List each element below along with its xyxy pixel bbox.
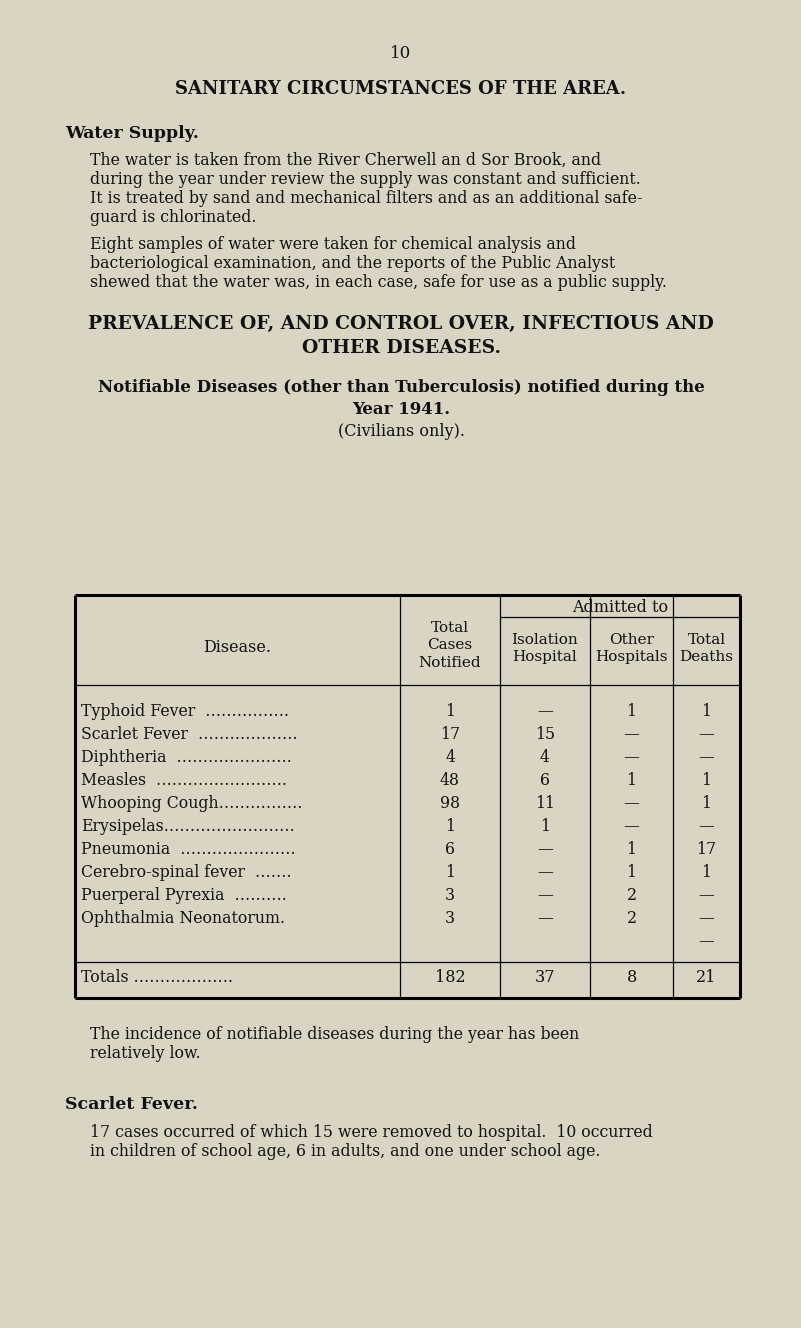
Text: SANITARY CIRCUMSTANCES OF THE AREA.: SANITARY CIRCUMSTANCES OF THE AREA. [175, 80, 626, 98]
Text: Measles  …………………….: Measles ……………………. [81, 772, 287, 789]
Text: 2: 2 [626, 910, 637, 927]
Text: The water is taken from the River Cherwell an d Sor Brook, and: The water is taken from the River Cherwe… [90, 151, 601, 169]
Text: —: — [698, 934, 714, 950]
Text: relatively low.: relatively low. [90, 1045, 200, 1062]
Text: 2: 2 [626, 887, 637, 904]
Text: 1: 1 [626, 865, 637, 880]
Text: Total
Deaths: Total Deaths [679, 633, 734, 664]
Text: 1: 1 [626, 703, 637, 720]
Text: 1: 1 [626, 841, 637, 858]
Text: —: — [537, 910, 553, 927]
Text: 11: 11 [535, 795, 555, 811]
Text: Erysipelas…………………….: Erysipelas……………………. [81, 818, 295, 835]
Text: 8: 8 [626, 969, 637, 985]
Text: —: — [623, 726, 639, 742]
Text: Notifiable Diseases (other than Tuberculosis) notified during the: Notifiable Diseases (other than Tubercul… [98, 378, 704, 396]
Text: guard is chlorinated.: guard is chlorinated. [90, 208, 256, 226]
Text: —: — [623, 749, 639, 766]
Text: Eight samples of water were taken for chemical analysis and: Eight samples of water were taken for ch… [90, 236, 576, 254]
Text: 6: 6 [445, 841, 455, 858]
Text: 1: 1 [626, 772, 637, 789]
Text: in children of school age, 6 in adults, and one under school age.: in children of school age, 6 in adults, … [90, 1143, 601, 1159]
Text: Year 1941.: Year 1941. [352, 401, 450, 418]
Text: It is treated by sand and mechanical filters and as an additional safe-: It is treated by sand and mechanical fil… [90, 190, 642, 207]
Text: 17: 17 [440, 726, 460, 742]
Text: PREVALENCE OF, AND CONTROL OVER, INFECTIOUS AND: PREVALENCE OF, AND CONTROL OVER, INFECTI… [88, 315, 714, 333]
Text: 3: 3 [445, 910, 455, 927]
Text: 10: 10 [390, 45, 412, 62]
Text: 182: 182 [435, 969, 465, 985]
Text: 3: 3 [445, 887, 455, 904]
Text: shewed that the water was, in each case, safe for use as a public supply.: shewed that the water was, in each case,… [90, 274, 667, 291]
Text: 1: 1 [702, 865, 711, 880]
Text: Cerebro-spinal fever  …….: Cerebro-spinal fever ……. [81, 865, 292, 880]
Text: 1: 1 [540, 818, 550, 835]
Text: —: — [698, 749, 714, 766]
Text: Diphtheria  ………………….: Diphtheria …………………. [81, 749, 292, 766]
Text: Whooping Cough…………….: Whooping Cough……………. [81, 795, 302, 811]
Text: Disease.: Disease. [203, 639, 272, 656]
Text: Other
Hospitals: Other Hospitals [595, 633, 668, 664]
Text: The incidence of notifiable diseases during the year has been: The incidence of notifiable diseases dur… [90, 1027, 579, 1042]
Text: 98: 98 [440, 795, 460, 811]
Text: Isolation
Hospital: Isolation Hospital [512, 633, 578, 664]
Text: 17: 17 [696, 841, 717, 858]
Text: during the year under review the supply was constant and sufficient.: during the year under review the supply … [90, 171, 641, 189]
Text: Puerperal Pyrexia  ……….: Puerperal Pyrexia ………. [81, 887, 287, 904]
Text: Scarlet Fever.: Scarlet Fever. [65, 1096, 198, 1113]
Text: 1: 1 [445, 865, 455, 880]
Text: 4: 4 [445, 749, 455, 766]
Text: —: — [698, 887, 714, 904]
Text: 15: 15 [535, 726, 555, 742]
Text: 17 cases occurred of which 15 were removed to hospital.  10 occurred: 17 cases occurred of which 15 were remov… [90, 1123, 653, 1141]
Text: 1: 1 [445, 703, 455, 720]
Text: Water Supply.: Water Supply. [65, 125, 199, 142]
Text: —: — [537, 703, 553, 720]
Text: bacteriological examination, and the reports of the Public Analyst: bacteriological examination, and the rep… [90, 255, 615, 272]
Text: 1: 1 [702, 772, 711, 789]
Text: Totals ……………….: Totals ………………. [81, 969, 233, 985]
Text: —: — [537, 865, 553, 880]
Text: —: — [698, 726, 714, 742]
Text: —: — [698, 818, 714, 835]
Text: 6: 6 [540, 772, 550, 789]
Text: Scarlet Fever  ……………….: Scarlet Fever ………………. [81, 726, 297, 742]
Text: —: — [698, 910, 714, 927]
Text: 1: 1 [445, 818, 455, 835]
Text: Total
Cases
Notified: Total Cases Notified [419, 622, 481, 669]
Text: Typhoid Fever  …………….: Typhoid Fever ……………. [81, 703, 289, 720]
Text: Admitted to: Admitted to [572, 599, 668, 616]
Text: (Civilians only).: (Civilians only). [337, 424, 465, 440]
Text: 37: 37 [535, 969, 555, 985]
Text: Ophthalmia Neonatorum.: Ophthalmia Neonatorum. [81, 910, 285, 927]
Text: 48: 48 [440, 772, 460, 789]
Text: —: — [537, 887, 553, 904]
Text: 1: 1 [702, 795, 711, 811]
Text: Pneumonia  ………………….: Pneumonia …………………. [81, 841, 296, 858]
Text: —: — [623, 795, 639, 811]
Text: OTHER DISEASES.: OTHER DISEASES. [301, 339, 501, 357]
Text: 4: 4 [540, 749, 550, 766]
Text: 21: 21 [696, 969, 717, 985]
Text: —: — [537, 841, 553, 858]
Text: —: — [623, 818, 639, 835]
Text: 1: 1 [702, 703, 711, 720]
